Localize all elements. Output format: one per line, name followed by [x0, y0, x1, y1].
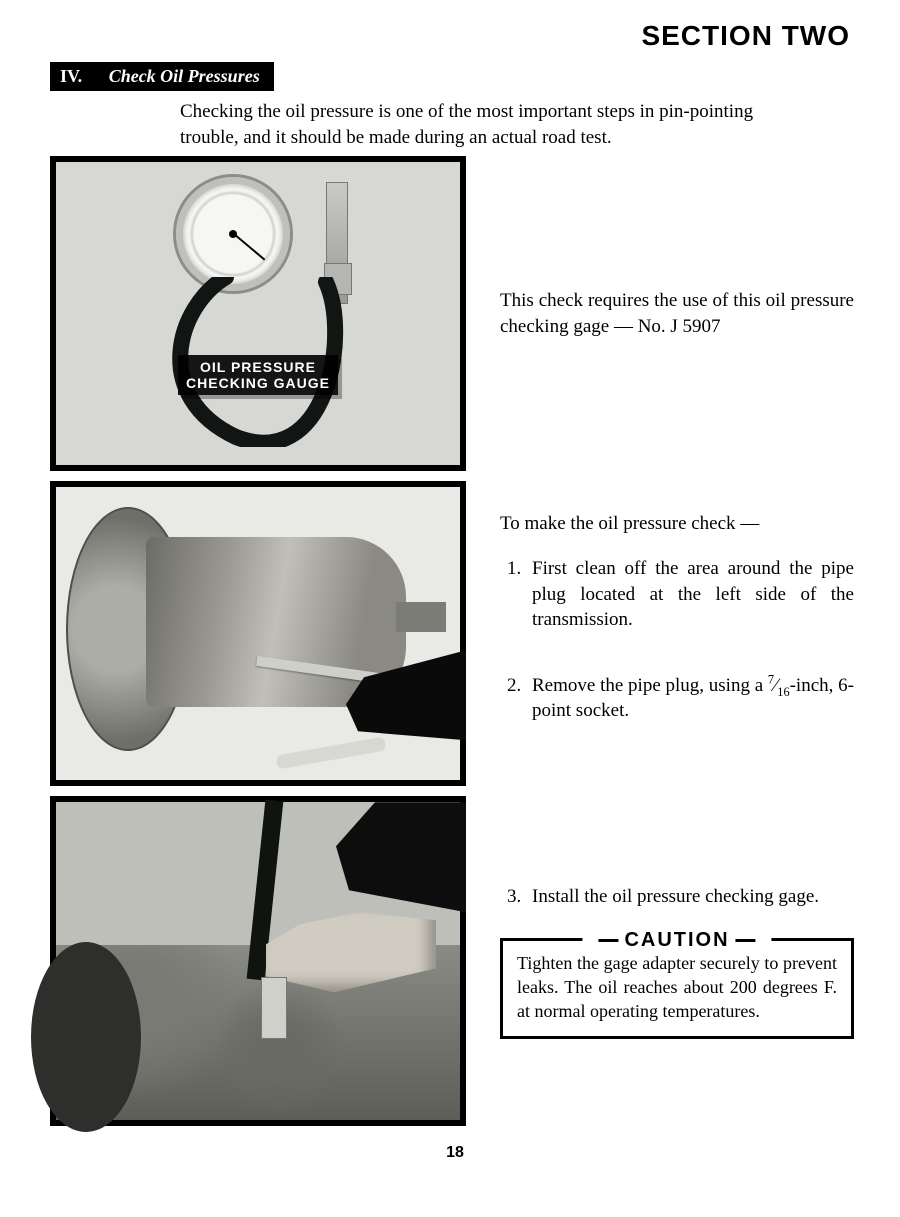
figure-remove-plug — [50, 481, 466, 786]
step-2: Remove the pipe plug, using a 7⁄16-inch,… — [526, 673, 854, 724]
row-remove-plug: To make the oil pressure check — First c… — [50, 481, 860, 786]
figure-gauge-caption-block: This check requires the use of this oil … — [500, 156, 860, 471]
figure-gauge-label: OIL PRESSURE CHECKING GAUGE — [178, 355, 338, 395]
figure-gauge: OIL PRESSURE CHECKING GAUGE — [50, 156, 466, 471]
subsection-title: Check Oil Pressures — [109, 66, 260, 86]
housing-icon — [31, 942, 141, 1132]
step-3: Install the oil pressure checking gage. — [526, 884, 854, 910]
figure-remove-plug-caption-block: To make the oil pressure check — First c… — [500, 481, 860, 786]
gauge-dial-icon — [176, 177, 290, 291]
subsection-number: IV. — [60, 66, 82, 86]
figure-gauge-label-line2: CHECKING GAUGE — [186, 375, 330, 391]
row-gauge: OIL PRESSURE CHECKING GAUGE This check r… — [50, 156, 860, 471]
intro-paragraph: Checking the oil pressure is one of the … — [180, 99, 780, 150]
gauge-fitting-icon — [261, 977, 287, 1039]
step-2-prefix: Remove the pipe plug, using a — [532, 675, 768, 696]
step-2-fraction-den: 16 — [777, 685, 789, 699]
subsection-header: IV. Check Oil Pressures — [50, 62, 274, 91]
figure-install-gage-caption-block: Install the oil pressure checking gage. … — [500, 796, 860, 1126]
caution-body: Tighten the gage adapter securely to pre… — [517, 953, 837, 1022]
figure-gauge-label-line1: OIL PRESSURE — [200, 359, 316, 375]
section-header: SECTION TWO — [50, 20, 850, 52]
caution-box: CAUTION Tighten the gage adapter securel… — [500, 938, 854, 1039]
caution-title-text: CAUTION — [624, 927, 729, 954]
figure-install-gage — [50, 796, 466, 1126]
caution-title: CAUTION — [582, 927, 771, 954]
page: SECTION TWO IV. Check Oil Pressures Chec… — [0, 0, 900, 1217]
figure-gauge-caption: This check requires the use of this oil … — [500, 288, 854, 339]
step-1: First clean off the area around the pipe… — [526, 556, 854, 633]
step-2-fraction-num: 7 — [768, 673, 774, 687]
page-number: 18 — [50, 1144, 860, 1162]
transmission-output-shaft-icon — [396, 602, 446, 632]
step-2-fraction: 7⁄16 — [768, 675, 790, 696]
row-install-gage: Install the oil pressure checking gage. … — [50, 796, 860, 1126]
procedure-intro: To make the oil pressure check — — [500, 511, 854, 537]
